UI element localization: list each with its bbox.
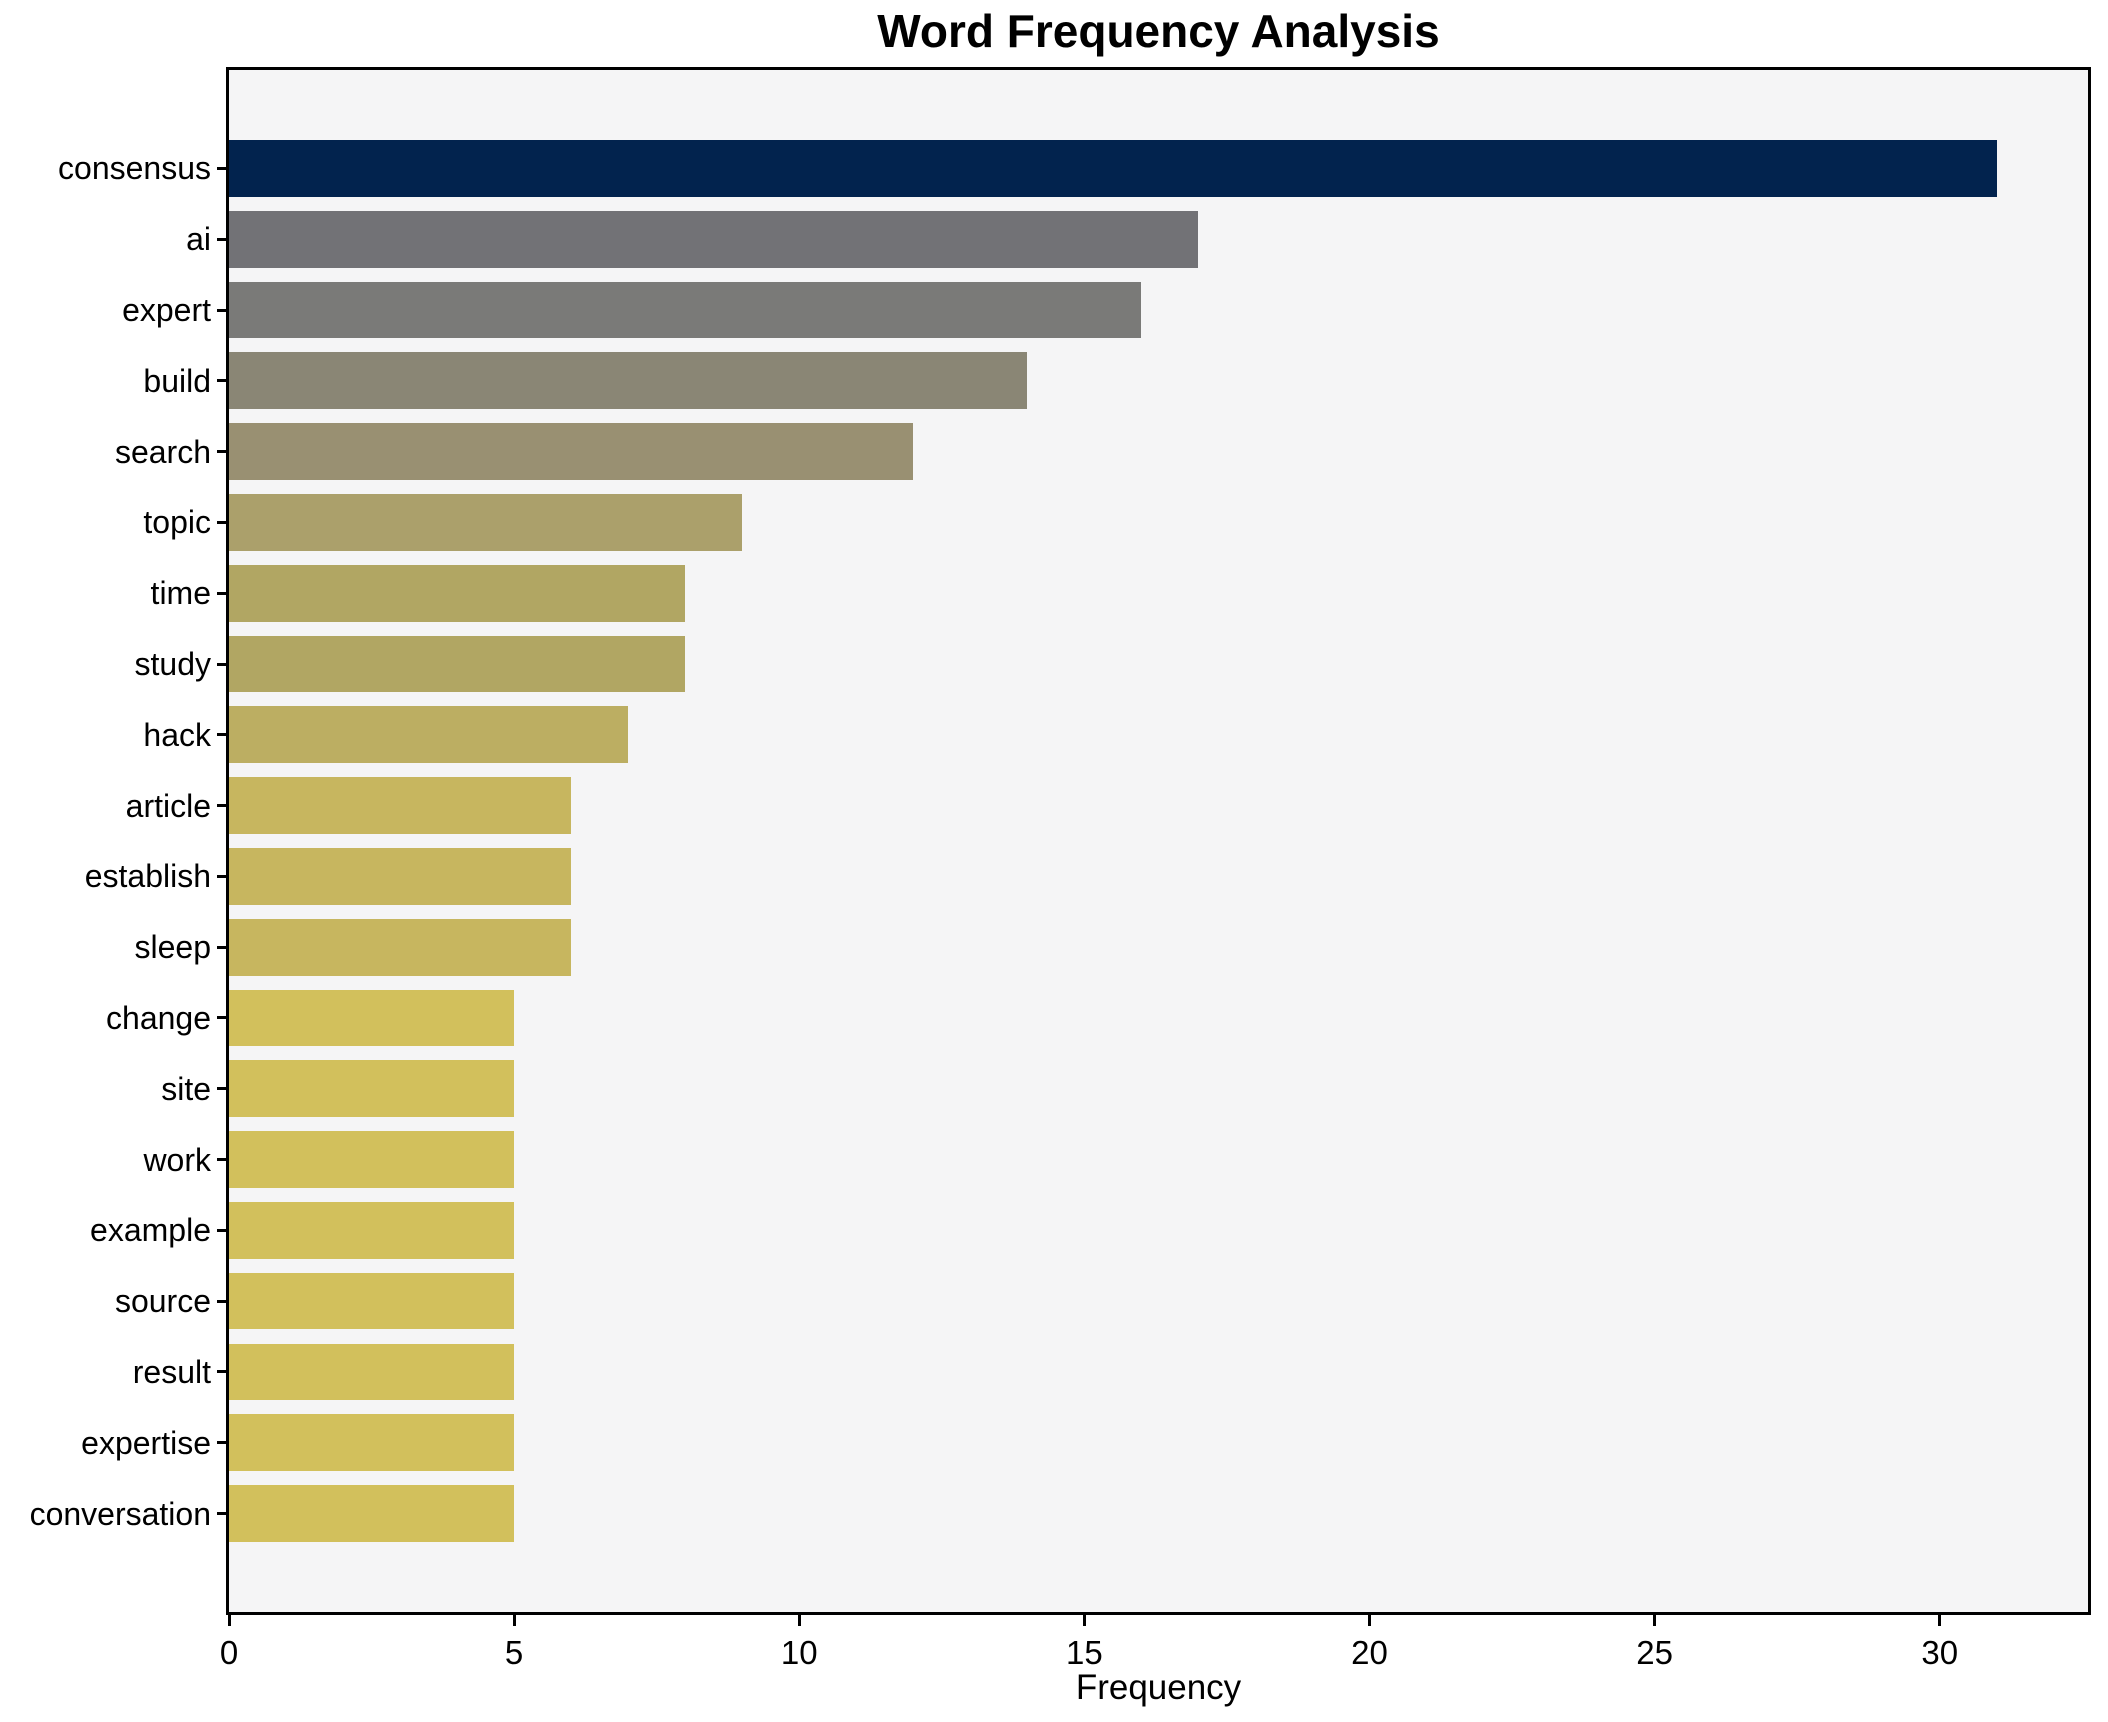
- y-tick-label-change: change: [106, 999, 211, 1036]
- y-tick-label-work: work: [143, 1141, 211, 1178]
- y-tick-label-site: site: [161, 1070, 211, 1107]
- y-tick-label-expert: expert: [122, 292, 211, 328]
- y-tick-label-expertise: expertise: [81, 1424, 211, 1461]
- x-tick-label-0: 0: [219, 1634, 239, 1671]
- y-tick-label-study: study: [134, 646, 211, 682]
- y-tick-label-conversation: conversation: [29, 1495, 211, 1532]
- plot-area: [226, 67, 2091, 1615]
- bar-conversation: [229, 1485, 515, 1542]
- bar-work: [229, 1131, 515, 1188]
- y-tick-mark: [217, 945, 229, 949]
- y-tick-mark: [217, 379, 229, 383]
- y-tick-label-consensus: consensus: [58, 150, 211, 187]
- y-tick-mark: [217, 662, 229, 666]
- y-tick-label-establish: establish: [84, 858, 211, 895]
- bar-article: [229, 777, 572, 834]
- bar-result: [229, 1343, 515, 1401]
- x-axis-label: Frequency: [1075, 1668, 1242, 1707]
- y-tick-mark: [217, 733, 229, 737]
- y-tick-label-search: search: [114, 433, 211, 470]
- x-tick-mark: [797, 1612, 801, 1626]
- bar-change: [229, 989, 515, 1047]
- x-tick-mark: [512, 1612, 516, 1626]
- y-tick-mark: [217, 166, 229, 170]
- y-tick-mark: [217, 1441, 229, 1445]
- y-tick-mark: [217, 874, 229, 878]
- bar-site: [229, 1060, 515, 1118]
- bar-hack: [229, 706, 629, 764]
- y-tick-label-build: build: [143, 362, 211, 399]
- y-tick-mark: [217, 308, 229, 312]
- bar-expert: [229, 281, 1142, 339]
- y-tick-label-article: article: [125, 787, 211, 824]
- x-tick-label-20: 20: [1351, 1634, 1388, 1671]
- x-tick-mark: [1367, 1612, 1371, 1626]
- x-tick-mark: [227, 1612, 231, 1626]
- bar-consensus: [229, 140, 1997, 197]
- x-tick-label-15: 15: [1066, 1634, 1103, 1671]
- y-tick-label-result: result: [132, 1353, 211, 1390]
- y-tick-label-sleep: sleep: [134, 929, 212, 966]
- y-tick-label-source: source: [114, 1283, 211, 1320]
- x-tick-mark: [1653, 1612, 1657, 1626]
- y-tick-mark: [217, 520, 229, 524]
- y-tick-mark: [217, 804, 229, 808]
- y-tick-label-ai: ai: [186, 221, 211, 258]
- x-tick-mark: [1938, 1612, 1942, 1626]
- y-tick-mark: [217, 1512, 229, 1516]
- y-tick-mark: [217, 450, 229, 454]
- bar-ai: [229, 210, 1199, 268]
- y-tick-mark: [217, 237, 229, 241]
- bar-sleep: [229, 918, 572, 976]
- y-tick-mark: [217, 1158, 229, 1162]
- bar-topic: [229, 494, 743, 551]
- y-tick-mark: [217, 1370, 229, 1374]
- y-tick-mark: [217, 1299, 229, 1303]
- y-tick-mark: [217, 1016, 229, 1020]
- bar-establish: [229, 848, 572, 905]
- x-tick-label-10: 10: [780, 1634, 818, 1671]
- y-tick-mark: [217, 1228, 229, 1232]
- bar-example: [229, 1202, 515, 1259]
- x-tick-label-30: 30: [1921, 1634, 1959, 1671]
- y-tick-label-time: time: [150, 575, 211, 612]
- bar-search: [229, 423, 914, 480]
- x-tick-mark: [1082, 1612, 1086, 1626]
- bar-expertise: [229, 1414, 515, 1472]
- bar-build: [229, 352, 1028, 410]
- bar-source: [229, 1272, 515, 1330]
- y-tick-label-example: example: [90, 1212, 211, 1249]
- bar-study: [229, 635, 686, 693]
- y-tick-mark: [217, 591, 229, 595]
- y-tick-label-topic: topic: [143, 504, 211, 541]
- bar-time: [229, 564, 686, 622]
- x-tick-label-5: 5: [504, 1634, 524, 1671]
- x-tick-label-25: 25: [1636, 1634, 1673, 1671]
- y-tick-label-hack: hack: [143, 716, 211, 753]
- chart-title: Word Frequency Analysis: [877, 5, 1440, 57]
- y-tick-mark: [217, 1087, 229, 1091]
